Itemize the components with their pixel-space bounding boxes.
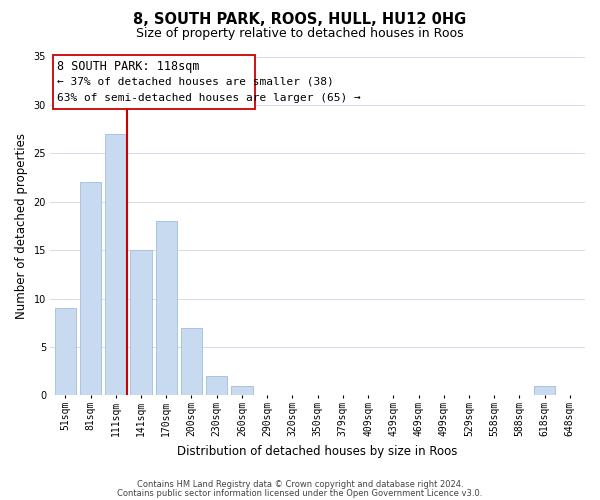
Text: ← 37% of detached houses are smaller (38): ← 37% of detached houses are smaller (38… — [56, 76, 333, 86]
Bar — [181, 328, 202, 396]
Text: Contains HM Land Registry data © Crown copyright and database right 2024.: Contains HM Land Registry data © Crown c… — [137, 480, 463, 489]
Bar — [206, 376, 227, 396]
Bar — [130, 250, 152, 396]
Bar — [534, 386, 556, 396]
X-axis label: Distribution of detached houses by size in Roos: Distribution of detached houses by size … — [178, 444, 458, 458]
Text: 63% of semi-detached houses are larger (65) →: 63% of semi-detached houses are larger (… — [56, 93, 360, 103]
Bar — [105, 134, 127, 396]
Bar — [231, 386, 253, 396]
Text: 8 SOUTH PARK: 118sqm: 8 SOUTH PARK: 118sqm — [56, 60, 199, 73]
Bar — [55, 308, 76, 396]
Bar — [80, 182, 101, 396]
Text: Size of property relative to detached houses in Roos: Size of property relative to detached ho… — [136, 28, 464, 40]
Y-axis label: Number of detached properties: Number of detached properties — [15, 133, 28, 319]
Text: Contains public sector information licensed under the Open Government Licence v3: Contains public sector information licen… — [118, 488, 482, 498]
Bar — [155, 221, 177, 396]
Text: 8, SOUTH PARK, ROOS, HULL, HU12 0HG: 8, SOUTH PARK, ROOS, HULL, HU12 0HG — [133, 12, 467, 28]
FancyBboxPatch shape — [53, 54, 254, 109]
